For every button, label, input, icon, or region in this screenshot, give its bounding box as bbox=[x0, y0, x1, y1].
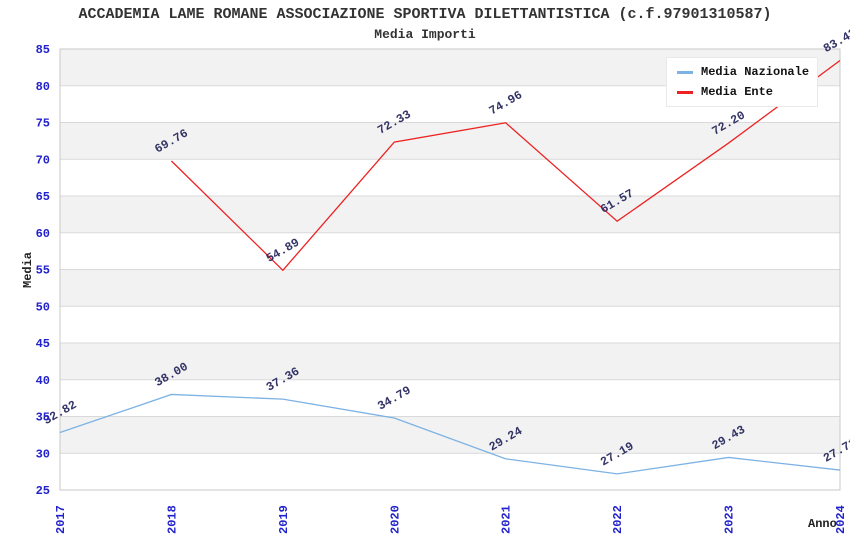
x-tick-label: 2020 bbox=[388, 505, 402, 534]
plot-band bbox=[60, 159, 840, 196]
x-tick-label: 2022 bbox=[611, 505, 625, 534]
plot-band bbox=[60, 232, 840, 270]
series-line-media-nazionale bbox=[59, 393, 841, 475]
y-tick-label: 85 bbox=[36, 43, 50, 57]
plot-band bbox=[60, 269, 840, 307]
y-tick-label: 55 bbox=[36, 264, 50, 278]
plot-band bbox=[60, 379, 840, 417]
legend: Media Nazionale Media Ente bbox=[666, 57, 819, 107]
legend-label-media-nazionale: Media Nazionale bbox=[701, 65, 810, 79]
y-tick-label: 25 bbox=[36, 484, 50, 498]
x-tick-label: 2018 bbox=[165, 505, 179, 534]
y-tick-label: 35 bbox=[36, 411, 50, 425]
y-tick-label: 65 bbox=[36, 190, 50, 204]
y-tick-label: 60 bbox=[36, 227, 50, 241]
media-nazionale-line-swatch bbox=[677, 70, 693, 74]
x-tick-label: 2019 bbox=[277, 505, 291, 534]
y-tick-label: 40 bbox=[36, 374, 50, 388]
y-tick-label: 30 bbox=[36, 447, 50, 461]
data-label: 83.43 bbox=[821, 26, 850, 56]
y-tick-label: 75 bbox=[36, 117, 50, 131]
plot-band bbox=[60, 196, 840, 233]
legend-label-media-ente: Media Ente bbox=[701, 85, 774, 99]
plot-band bbox=[60, 453, 840, 490]
series-line-media-ente bbox=[170, 60, 841, 272]
y-tick-label: 80 bbox=[36, 80, 50, 94]
plot-band bbox=[60, 416, 840, 454]
plot-band bbox=[60, 122, 840, 160]
y-tick-label: 45 bbox=[36, 337, 50, 351]
y-axis-title: Media bbox=[21, 252, 35, 288]
plot-band bbox=[60, 306, 840, 343]
chart-subtitle: Media Importi bbox=[374, 27, 476, 42]
chart-title: ACCADEMIA LAME ROMANE ASSOCIAZIONE SPORT… bbox=[78, 6, 772, 23]
x-tick-label: 2021 bbox=[500, 505, 514, 534]
x-tick-label: 2024 bbox=[834, 505, 848, 534]
legend-item-media-ente[interactable]: Media Ente bbox=[677, 85, 809, 99]
plot-border bbox=[59, 48, 841, 491]
legend-item-media-nazionale[interactable]: Media Nazionale bbox=[677, 65, 809, 79]
y-tick-label: 70 bbox=[36, 153, 50, 167]
plot-band bbox=[60, 343, 840, 380]
media-ente-line-swatch bbox=[677, 90, 693, 94]
x-tick-label: 2017 bbox=[54, 505, 68, 534]
y-tick-label: 50 bbox=[36, 300, 50, 314]
x-tick-label: 2023 bbox=[723, 505, 737, 534]
x-axis-title: Anno bbox=[808, 517, 837, 531]
